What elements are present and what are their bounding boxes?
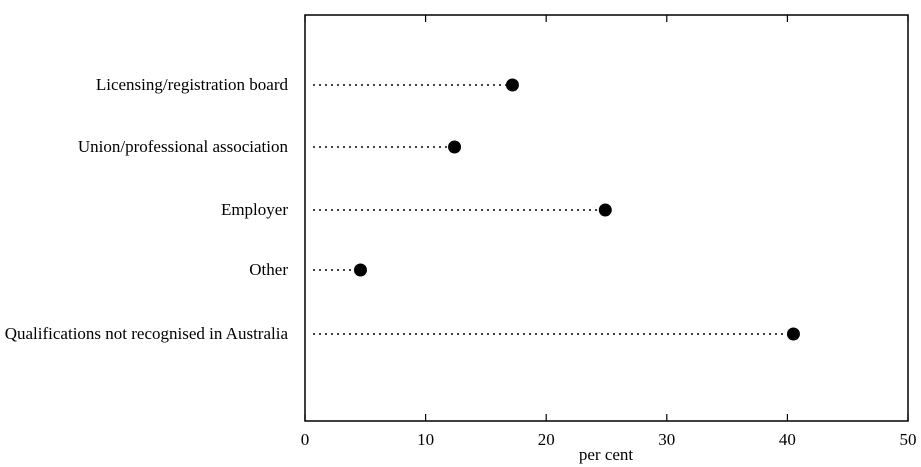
x-tick-label: 30 bbox=[658, 430, 675, 449]
category-label: Union/professional association bbox=[77, 137, 288, 156]
category-label: Other bbox=[249, 260, 288, 279]
x-tick-label: 40 bbox=[779, 430, 796, 449]
dot bbox=[505, 78, 519, 92]
plot-frame bbox=[304, 14, 909, 422]
x-tick-label: 50 bbox=[900, 430, 917, 449]
category-label: Employer bbox=[220, 200, 288, 219]
x-tick-label: 10 bbox=[417, 430, 434, 449]
x-axis-label: per cent bbox=[579, 445, 634, 464]
dot bbox=[786, 327, 800, 341]
dot bbox=[448, 140, 462, 154]
x-tick-label: 0 bbox=[301, 430, 310, 449]
category-label: Licensing/registration board bbox=[95, 75, 288, 94]
category-label: Qualifications not recognised in Austral… bbox=[4, 324, 288, 343]
x-tick-label: 20 bbox=[538, 430, 555, 449]
dot bbox=[353, 263, 367, 277]
dot bbox=[598, 203, 612, 217]
